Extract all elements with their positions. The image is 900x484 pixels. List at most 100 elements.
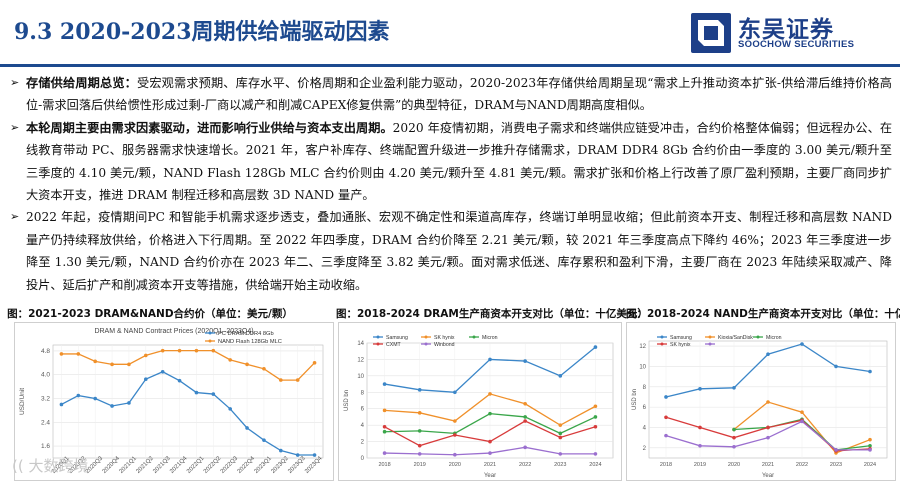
legend-marker bbox=[424, 335, 428, 339]
x-tick-label: 2019 bbox=[414, 462, 426, 468]
data-point bbox=[279, 448, 283, 453]
data-point bbox=[868, 437, 872, 442]
data-point bbox=[93, 359, 97, 364]
paragraph-lead: 本轮周期主要由需求因素驱动，进而影响行业供给与资本支出周期。 bbox=[26, 120, 393, 135]
legend-marker bbox=[472, 335, 476, 339]
y-tick-label: 2 bbox=[643, 446, 647, 452]
slide-header: 9.3 2020-2023周期供给端驱动因素 东吴证券 SOOCHOW SECU… bbox=[0, 0, 900, 67]
data-point bbox=[766, 400, 770, 404]
chart-title: DRAM & NAND Contract Prices (2020Q1–2023… bbox=[94, 328, 253, 335]
data-point bbox=[417, 452, 422, 456]
body-text: ➢ 存储供给周期总览：受宏观需求预期、库存水平、价格周期和企业盈利能力驱动，20… bbox=[8, 72, 892, 296]
y-tick-label: 2.4 bbox=[41, 419, 50, 426]
data-point bbox=[488, 411, 492, 416]
data-point bbox=[417, 388, 422, 392]
y-axis-label: USD/Unit bbox=[19, 388, 26, 415]
legend-label: CXMT bbox=[386, 342, 402, 348]
data-point bbox=[262, 438, 266, 442]
data-point bbox=[664, 415, 668, 420]
y-tick-label: 4.8 bbox=[41, 348, 50, 355]
data-point bbox=[211, 392, 216, 396]
data-point bbox=[558, 435, 563, 440]
data-point bbox=[766, 425, 770, 430]
data-point bbox=[453, 419, 457, 423]
data-point bbox=[523, 359, 527, 363]
y-tick-label: 14 bbox=[357, 341, 364, 347]
data-point bbox=[245, 426, 249, 430]
x-tick-label: 2018 bbox=[660, 462, 672, 468]
logo-english-name: SOOCHOW SECURITIES bbox=[738, 39, 855, 50]
x-tick-label: 2020 bbox=[449, 462, 461, 468]
data-point bbox=[262, 366, 266, 371]
legend-label: Samsung bbox=[670, 335, 692, 341]
paragraph-body: 2022 年起，疫情期间PC 和智能手机需求逐步透支，叠加通胀、宏观不确定性和渠… bbox=[26, 210, 892, 292]
chart-nand-capex-frame: 2 4 6 8 10 12 2018 2019 2020 2021 2022 2023 2024 Year… bbox=[626, 322, 896, 481]
paragraph-lead: 存储供给周期总览： bbox=[26, 76, 137, 90]
data-point bbox=[453, 452, 457, 457]
data-point bbox=[868, 443, 872, 448]
legend-marker bbox=[756, 335, 760, 339]
legend-marker bbox=[708, 342, 712, 346]
x-tick-label: 2024 bbox=[589, 462, 601, 468]
data-point bbox=[834, 448, 838, 452]
data-point bbox=[523, 445, 527, 450]
data-point bbox=[593, 415, 598, 419]
data-point bbox=[488, 451, 492, 455]
data-point bbox=[211, 348, 216, 353]
paragraph-body: 2020 年疫情初期，消费电子需求和终端供应链受冲击，合约价格整体偏弱；但远程办… bbox=[26, 120, 893, 203]
data-point bbox=[382, 382, 387, 386]
data-point bbox=[144, 377, 148, 381]
data-point bbox=[523, 415, 527, 419]
chart-caption-prices: 图：2021-2023 DRAM&NAND合约价（单位：美元/颗） bbox=[7, 308, 293, 320]
data-point bbox=[488, 392, 492, 396]
header-divider bbox=[0, 64, 900, 67]
data-point bbox=[417, 429, 422, 433]
x-axis-label: Year bbox=[484, 473, 496, 479]
x-tick-label: 2023 bbox=[830, 462, 842, 468]
y-tick-label: 12 bbox=[357, 357, 364, 363]
arrow-bullet-icon: ➢ bbox=[10, 120, 20, 134]
legend-label: Kioxia/SanDisk bbox=[718, 335, 753, 341]
y-tick-label: 0 bbox=[361, 456, 365, 462]
legend-marker bbox=[660, 342, 664, 346]
data-point bbox=[800, 419, 804, 424]
chart-prices-frame: DRAM & NAND Contract Prices (2020Q1–2023… bbox=[14, 322, 334, 481]
data-point bbox=[382, 429, 387, 434]
legend-marker bbox=[376, 335, 380, 339]
x-tick-label: 2021 bbox=[484, 462, 496, 468]
legend-label: PC DRAM DDR4 8Gb bbox=[218, 331, 274, 337]
arrow-bullet-icon: ➢ bbox=[10, 76, 20, 89]
paragraph-overview: ➢ 存储供给周期总览：受宏观需求预期、库存水平、价格周期和企业盈利能力驱动，20… bbox=[8, 72, 892, 117]
series-line-0 bbox=[61, 371, 315, 456]
y-tick-label: 2 bbox=[361, 440, 365, 446]
x-tick-label: 2018 bbox=[378, 462, 390, 468]
legend-marker bbox=[424, 342, 428, 346]
x-tick-label: 2022 bbox=[519, 462, 531, 468]
data-point bbox=[177, 378, 182, 383]
legend-label: Samsung bbox=[386, 335, 408, 341]
data-point bbox=[664, 395, 668, 399]
data-point bbox=[558, 423, 563, 427]
y-tick-label: 6 bbox=[361, 407, 365, 413]
data-point bbox=[245, 362, 249, 367]
data-point bbox=[558, 452, 563, 456]
legend-label: NAND Flash 128Gb MLC bbox=[218, 339, 282, 345]
data-point bbox=[194, 348, 199, 353]
data-point bbox=[732, 435, 736, 440]
data-point bbox=[295, 378, 300, 382]
data-point bbox=[144, 353, 148, 358]
paragraph-2022: ➢ 2022 年起，疫情期间PC 和智能手机需求逐步透支，叠加通胀、宏观不确定性… bbox=[8, 206, 892, 296]
y-tick-label: 4 bbox=[361, 423, 365, 429]
y-tick-label: 3.2 bbox=[41, 396, 50, 403]
data-point bbox=[732, 427, 736, 432]
legend-marker bbox=[660, 335, 664, 339]
data-point bbox=[698, 443, 702, 448]
data-point bbox=[488, 439, 492, 444]
y-axis-label: USD bn bbox=[632, 389, 638, 410]
data-point bbox=[312, 361, 317, 365]
x-tick-label: 2024 bbox=[864, 462, 876, 468]
data-point bbox=[127, 401, 131, 405]
legend-label: SK hynix bbox=[670, 342, 691, 348]
y-tick-label: 12 bbox=[639, 344, 646, 350]
data-point bbox=[732, 445, 736, 449]
